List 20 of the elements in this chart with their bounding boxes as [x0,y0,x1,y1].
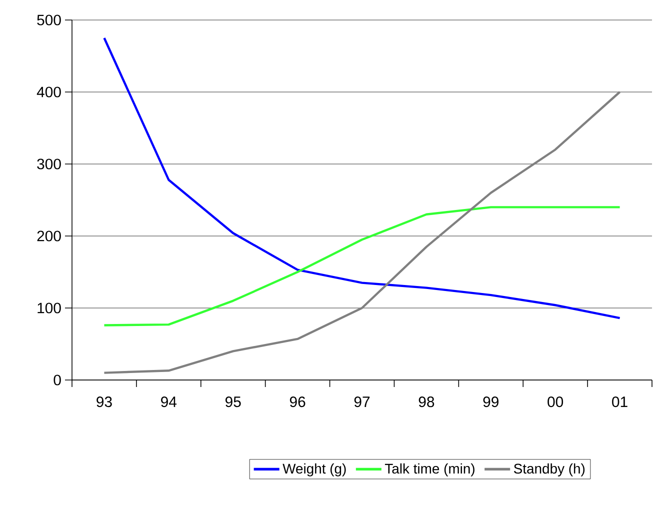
x-tick-label: 01 [612,396,628,408]
x-tick-label: 99 [483,396,498,408]
x-tick-label: 95 [226,396,241,408]
y-tick-label: 400 [36,86,61,98]
x-tick-label: 00 [548,396,564,408]
legend-label: Standby (h) [514,463,585,476]
line-series [103,90,621,374]
y-tick-label: 0 [54,374,61,386]
y-tick-label: 500 [37,14,61,26]
x-tick-label: 93 [96,396,112,408]
y-tick-label: 300 [37,158,61,170]
x-tick-label: 96 [290,396,306,408]
legend-label: Talk time (min) [384,463,474,476]
y-tick-label: 200 [37,230,61,242]
line-series [103,36,621,320]
x-tick-label: 94 [161,396,177,408]
x-tick-label: 97 [354,396,370,408]
y-tick-label: 100 [38,302,61,314]
x-tick-label: 98 [418,396,434,408]
legend-label: Weight (g) [282,463,346,476]
